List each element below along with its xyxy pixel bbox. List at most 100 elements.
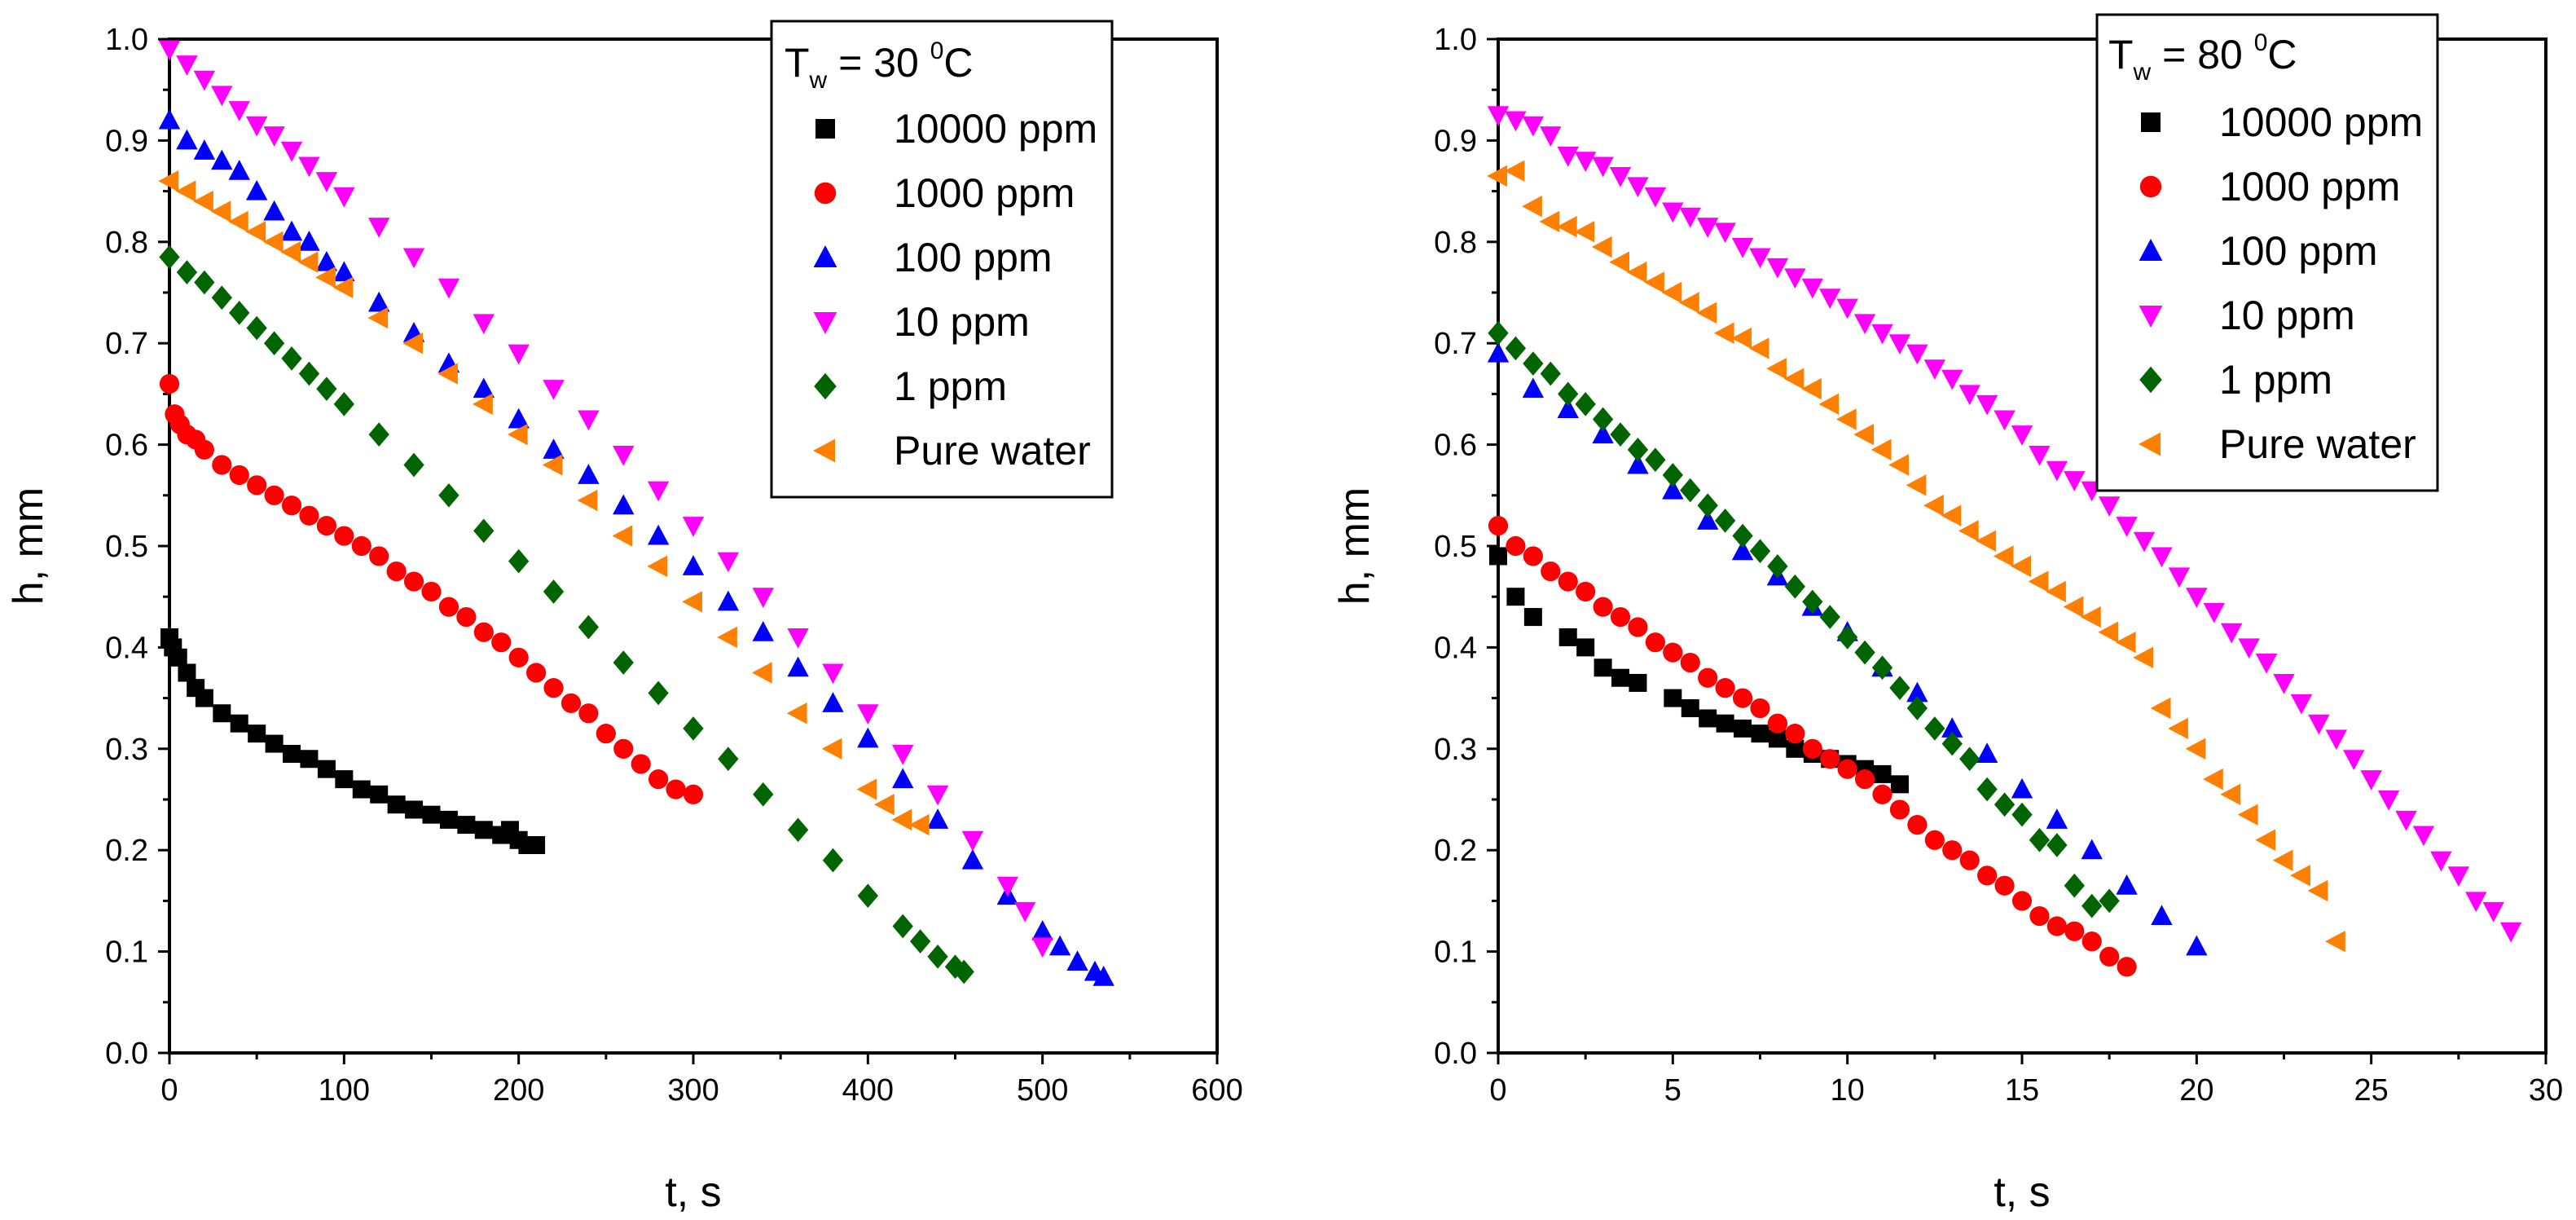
data-point xyxy=(1593,597,1613,617)
data-point xyxy=(1819,605,1840,629)
data-point xyxy=(1574,152,1597,173)
data-point xyxy=(158,40,181,61)
data-point xyxy=(2011,891,2033,911)
data-point xyxy=(367,306,389,329)
series-pure-water xyxy=(1487,160,2345,953)
data-point xyxy=(1714,222,1736,244)
x-tick-label: 200 xyxy=(493,1073,544,1108)
data-point xyxy=(333,187,355,208)
data-point xyxy=(613,494,635,515)
data-point xyxy=(856,778,877,800)
data-point xyxy=(892,768,914,789)
data-point xyxy=(332,276,354,298)
legend-marker xyxy=(2139,175,2162,198)
legend: Tw = 80 0C 10000 ppm 1000 ppm 100 ppm 10 pp… xyxy=(2095,13,2439,492)
data-point xyxy=(227,210,248,233)
data-point xyxy=(263,126,285,147)
data-point xyxy=(262,231,284,253)
data-point xyxy=(908,813,930,836)
y-tick-label: 1.0 xyxy=(1434,23,1477,57)
data-point xyxy=(1628,617,1648,637)
data-point xyxy=(1575,391,1596,416)
data-point xyxy=(334,526,354,546)
data-point xyxy=(892,914,913,939)
data-point xyxy=(1906,681,1928,702)
data-point xyxy=(1716,714,1734,733)
data-point xyxy=(2221,623,2243,644)
x-axis-label: t, s xyxy=(665,1169,721,1216)
data-point xyxy=(1750,698,1770,719)
data-point xyxy=(1558,571,1578,592)
data-point xyxy=(1872,784,1892,804)
data-point xyxy=(787,628,809,649)
data-point xyxy=(2064,471,2086,491)
data-point xyxy=(280,141,303,162)
data-point xyxy=(1958,520,1979,542)
data-point xyxy=(2029,905,2050,927)
data-point xyxy=(2272,849,2293,871)
data-point xyxy=(1679,207,1701,228)
x-tick-label: 600 xyxy=(1191,1073,1242,1108)
legend-marker xyxy=(2139,432,2161,456)
data-point xyxy=(822,663,844,685)
data-point xyxy=(996,876,1018,897)
data-point xyxy=(1907,815,1928,835)
data-point xyxy=(560,693,582,713)
data-point xyxy=(1487,341,1510,363)
data-point xyxy=(1959,747,1980,772)
data-point xyxy=(1731,327,1752,350)
legend-title-sup: 0 xyxy=(930,37,944,64)
x-axis-label: t, s xyxy=(1994,1169,2050,1216)
data-point xyxy=(1941,369,1963,390)
data-point xyxy=(474,821,493,839)
data-point xyxy=(1699,709,1717,728)
y-tick-label: 0.1 xyxy=(1434,936,1477,970)
data-point xyxy=(1645,447,1666,473)
data-point xyxy=(1487,165,1507,187)
data-point xyxy=(1732,523,1753,548)
x-tick-label: 0 xyxy=(1489,1073,1506,1108)
data-point xyxy=(1697,218,1719,238)
data-point xyxy=(1715,678,1735,698)
data-point xyxy=(1574,221,1595,243)
data-point xyxy=(1836,298,1858,319)
legend-entries: 10000 ppm 1000 ppm 100 ppm 10 ppm 1 ppm Pure … xyxy=(813,106,1097,473)
data-point xyxy=(2290,865,2310,887)
data-point xyxy=(953,959,974,984)
data-point xyxy=(245,179,268,200)
data-point xyxy=(245,116,268,137)
x-tick-label: 500 xyxy=(1017,1073,1068,1108)
data-point xyxy=(229,465,249,486)
data-point xyxy=(578,614,600,640)
data-point xyxy=(1766,258,1789,279)
data-point xyxy=(1906,344,1928,365)
data-point xyxy=(1801,278,1823,299)
data-point xyxy=(1994,792,2016,817)
legend-entries: 10000 ppm 1000 ppm 100 ppm 10 ppm 1 ppm Pure … xyxy=(2139,99,2423,467)
data-point xyxy=(1092,965,1114,986)
data-point xyxy=(1923,495,1944,517)
data-point xyxy=(2325,729,2347,751)
y-tick-label: 0.3 xyxy=(1434,733,1477,767)
data-point xyxy=(1611,668,1630,687)
data-point xyxy=(1558,628,1577,646)
data-point xyxy=(1906,696,1928,720)
data-point xyxy=(1626,261,1647,284)
data-point xyxy=(1819,288,1841,309)
data-point xyxy=(1664,689,1682,707)
legend-title-sub: w xyxy=(2133,59,2152,86)
data-point xyxy=(158,108,181,130)
data-point xyxy=(2325,930,2345,953)
data-point xyxy=(1871,324,1893,345)
data-point xyxy=(718,747,739,772)
legend-marker xyxy=(814,372,837,400)
data-point xyxy=(2150,697,2171,720)
y-tick-label: 0.5 xyxy=(1434,530,1477,564)
series-10-ppm xyxy=(1487,106,2522,943)
data-point xyxy=(2395,810,2417,831)
data-point xyxy=(717,590,740,611)
data-point xyxy=(647,524,670,545)
data-point xyxy=(1888,454,1909,476)
data-point xyxy=(2099,946,2120,967)
y-tick-label: 0.9 xyxy=(1434,124,1477,158)
